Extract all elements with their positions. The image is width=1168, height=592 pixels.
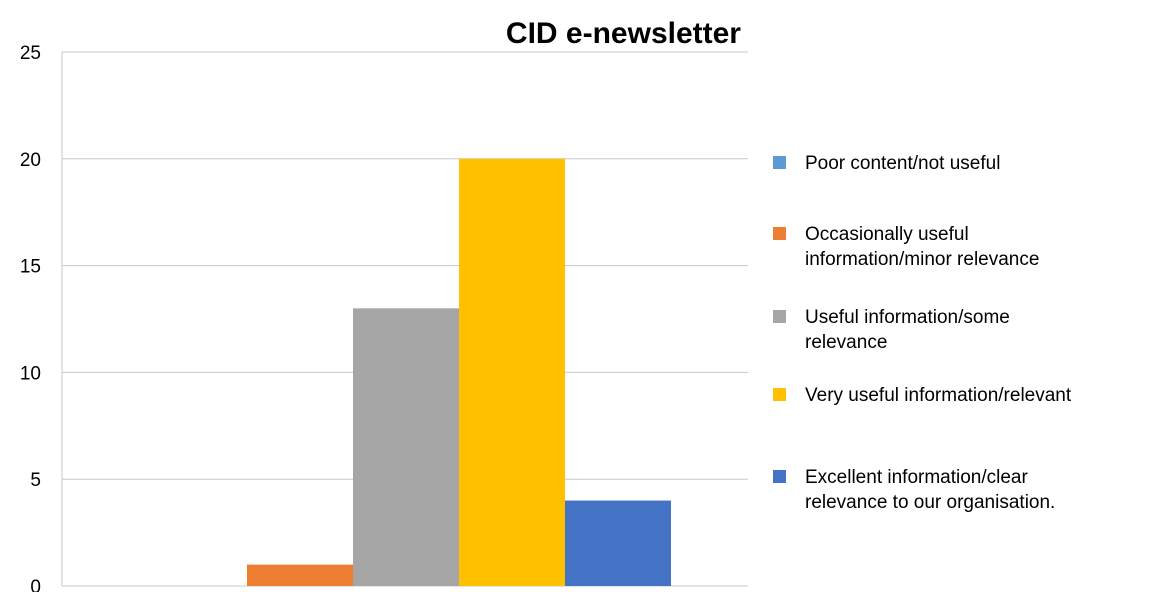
legend-item: Poor content/not useful (773, 153, 1000, 174)
legend-item: Useful information/some relevance (773, 307, 1010, 353)
bar-5 (565, 500, 671, 586)
y-tick-label: 20 (20, 150, 41, 171)
legend-label: Occasionally useful information/minor rel… (805, 224, 1039, 270)
y-tick-label: 0 (30, 577, 41, 592)
legend-label: Very useful information/relevant (805, 385, 1072, 406)
bar-2 (247, 564, 353, 586)
legend-swatch (773, 470, 786, 483)
legend-swatch (773, 156, 786, 169)
bars (247, 158, 671, 587)
legend-item: Very useful information/relevant (773, 385, 1072, 406)
legend-swatch (773, 388, 786, 401)
legend-label: Poor content/not useful (805, 153, 1000, 174)
y-tick-label: 15 (20, 257, 41, 278)
legend-swatch (773, 227, 786, 240)
y-tick-label: 5 (30, 470, 41, 491)
bar-4 (459, 158, 565, 587)
legend-label: Excellent information/clear relevance to … (805, 467, 1055, 513)
legend-item: Excellent information/clear relevance to … (773, 467, 1055, 513)
bar-3 (353, 308, 459, 586)
y-tick-label: 25 (20, 43, 41, 64)
legend-swatch (773, 310, 786, 323)
legend: Poor content/not useful Occasionally usef… (773, 153, 1072, 513)
legend-item: Occasionally useful information/minor rel… (773, 224, 1039, 270)
chart-title: CID e-newsletter (506, 17, 741, 50)
legend-label: Useful information/some relevance (805, 307, 1010, 353)
y-tick-label: 10 (20, 363, 41, 384)
y-axis: 0 5 10 15 20 25 (20, 43, 63, 592)
